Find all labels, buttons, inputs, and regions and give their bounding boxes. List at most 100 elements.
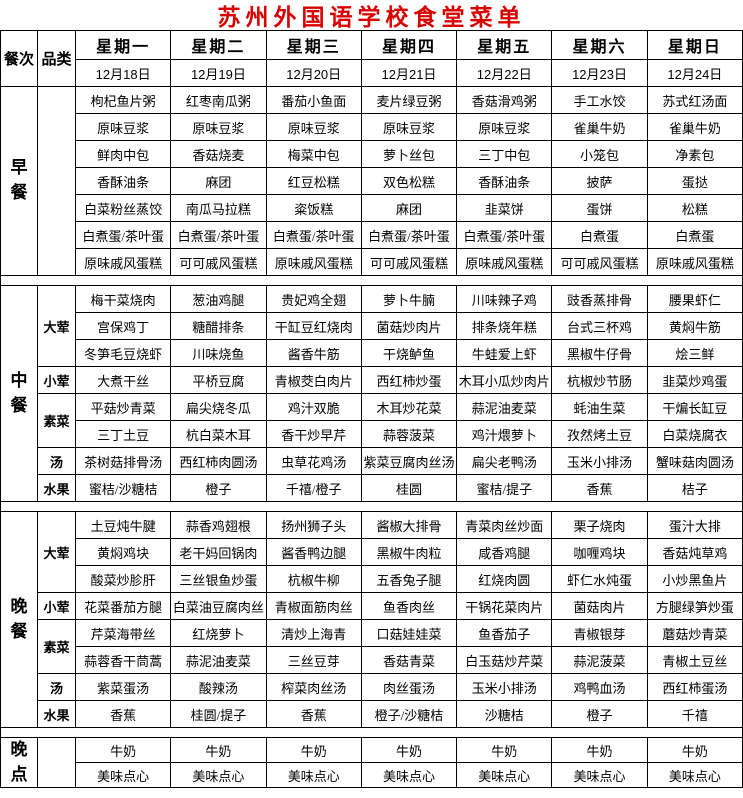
dish-cell: 干煸长缸豆 [646,393,743,421]
category-blank-cell [37,86,76,276]
dish-cell: 披萨 [551,167,648,195]
category-label: 水果 [37,474,76,502]
dish-cell: 虾仁水炖蛋 [551,565,648,593]
dish-cell: 小炒黑鱼片 [646,565,743,593]
dish-cell: 酱香鸭边腿 [265,538,362,566]
dish-cell: 桂圆 [360,474,458,502]
meal-section-breakfast: 早餐 [0,86,38,276]
dish-cell: 玉米小排汤 [456,673,553,701]
dish-cell: 台式三杯鸡 [551,312,648,340]
dish-cell: 芹菜海带丝 [74,619,172,647]
dish-cell: 红枣南瓜粥 [170,86,267,114]
section-separator [0,275,743,286]
dish-cell: 牛奶 [360,736,458,764]
dish-cell: 香菇烧麦 [170,140,267,168]
meal-section-dinner: 晚餐 [0,511,38,728]
dish-cell: 雀巢牛奶 [646,113,743,141]
meal-section-lunch: 中餐 [0,285,38,502]
dish-cell: 豉香蒸排骨 [551,285,648,313]
dish-cell: 白煮蛋/茶叶蛋 [265,221,362,249]
dish-cell: 橙子 [170,474,267,502]
dish-cell: 牛奶 [646,736,743,764]
menu-table: 餐次 品类 星期一 星期二 星期三 星期四 星期五 星期六 星期日 12月18日… [0,30,743,789]
category-label: 小荤 [37,592,76,620]
dish-cell: 香蕉 [74,700,172,728]
dish-cell: 鱼香肉丝 [360,592,458,620]
dish-cell: 桔子 [646,474,743,502]
dish-cell: 可可戚风蛋糕 [170,248,267,276]
dish-cell: 原味豆浆 [456,113,553,141]
dish-cell: 萝卜牛腩 [360,285,458,313]
dish-cell: 蒜泥油麦菜 [456,393,553,421]
dish-cell: 白菜烧腐衣 [646,420,743,448]
dish-cell: 青椒银芽 [551,619,648,647]
dish-cell: 红烧肉圆 [456,565,553,593]
category-label: 小荤 [37,366,76,394]
dish-cell: 净素包 [646,140,743,168]
dish-cell: 桂圆/提子 [170,700,267,728]
dish-cell: 原味戚风蛋糕 [456,248,553,276]
dish-cell: 原味戚风蛋糕 [646,248,743,276]
table-row: 原味豆浆 原味豆浆 原味豆浆 原味豆浆 原味豆浆 雀巢牛奶 雀巢牛奶 [1,113,743,141]
dish-cell: 杭椒牛柳 [265,565,362,593]
table-row: 小荤 大煮干丝 平桥豆腐 青椒茭白肉片 西红柿炒蛋 木耳小瓜炒肉片 杭椒炒节肠 … [1,366,743,394]
dish-cell: 可可戚风蛋糕 [551,248,648,276]
dish-cell: 蒜泥油麦菜 [170,646,267,674]
table-row: 香酥油条 麻团 红豆松糕 双色松糕 香酥油条 披萨 蛋挞 [1,167,743,195]
dish-cell: 菌菇肉片 [551,592,648,620]
table-row: 素菜 平菇炒青菜 扁尖烧冬瓜 鸡汁双脆 木耳炒花菜 蒜泥油麦菜 蚝油生菜 干煸长… [1,393,743,448]
category-blank-cell [37,736,76,789]
dish-cell: 扁尖老鸭汤 [456,447,553,475]
dish-cell: 大煮干丝 [74,366,172,394]
category-label: 大荤 [37,511,76,593]
dish-cell: 杭椒炒节肠 [551,366,648,394]
category-label: 水果 [37,700,76,728]
dish-cell: 干缸豆红烧肉 [265,312,362,340]
section-separator [0,727,743,738]
day-header-thursday: 星期四 [360,30,458,60]
dish-cell: 梅菜中包 [265,140,362,168]
date-cell: 12月23日 [551,59,648,87]
dish-cell: 三丝银鱼炒蛋 [170,565,267,593]
dish-cell: 香菇炖草鸡 [646,538,743,566]
dish-cell: 小笼包 [551,140,648,168]
table-row: 美味点心 美味点心 美味点心 美味点心 美味点心 美味点心 美味点心 [1,762,743,789]
dish-cell: 酸辣汤 [170,673,267,701]
date-cell: 12月24日 [646,59,743,87]
dish-cell: 蘑菇炒青菜 [646,619,743,647]
dish-cell: 鲜肉中包 [74,140,172,168]
table-row: 酸菜炒胗肝 三丝银鱼炒蛋 杭椒牛柳 五香兔子腿 红烧肉圆 虾仁水炖蛋 小炒黑鱼片 [1,565,743,593]
dish-cell: 黑椒牛仔骨 [551,339,648,367]
dish-cell: 菌菇炒肉片 [360,312,458,340]
dish-cell: 紫菜蛋汤 [74,673,172,701]
dish-cell: 西红柿炒蛋 [360,366,458,394]
dish-cell: 酸菜炒胗肝 [74,565,172,593]
dish-cell: 酱香牛筋 [265,339,362,367]
meal-section-snack: 晚点 [0,736,38,789]
dish-cell: 美味点心 [265,762,362,789]
date-cell: 12月21日 [360,59,458,87]
dish-cell: 原味豆浆 [170,113,267,141]
dish-cell: 鸡汁煨萝卜 [456,420,553,448]
category-label: 大荤 [37,285,76,367]
dish-cell: 原味戚风蛋糕 [265,248,362,276]
dish-cell: 白玉菇炒芹菜 [456,646,553,674]
meal-section-label: 早餐 [10,158,28,202]
dish-cell: 老干妈回锅肉 [170,538,267,566]
dish-cell: 青椒面筋肉丝 [265,592,362,620]
dish-cell: 南瓜马拉糕 [170,194,267,222]
dish-cell: 美味点心 [551,762,648,789]
dish-cell: 牛奶 [74,736,172,764]
table-row: 素菜 芹菜海带丝 红烧萝卜 清炒上海青 口菇娃娃菜 鱼香茄子 青椒银芽 蘑菇炒青… [1,619,743,674]
dish-cell: 原味豆浆 [265,113,362,141]
day-header-tuesday: 星期二 [170,30,267,60]
dish-cell: 咖喱鸡块 [551,538,648,566]
dish-cell: 梅干菜烧肉 [74,285,172,313]
table-row: 汤 紫菜蛋汤 酸辣汤 榨菜肉丝汤 肉丝蛋汤 玉米小排汤 鸡鸭血汤 西红柿蛋汤 [1,673,743,701]
dish-cell: 白煮蛋/茶叶蛋 [456,221,553,249]
table-row: 宫保鸡丁 糖醋排条 干缸豆红烧肉 菌菇炒肉片 排条烧年糕 台式三杯鸡 黄焖牛筋 [1,312,743,340]
dish-cell: 干烧鲈鱼 [360,339,458,367]
category-label: 汤 [37,673,76,701]
dish-cell: 红烧萝卜 [170,619,267,647]
day-header-sunday: 星期日 [646,30,743,60]
